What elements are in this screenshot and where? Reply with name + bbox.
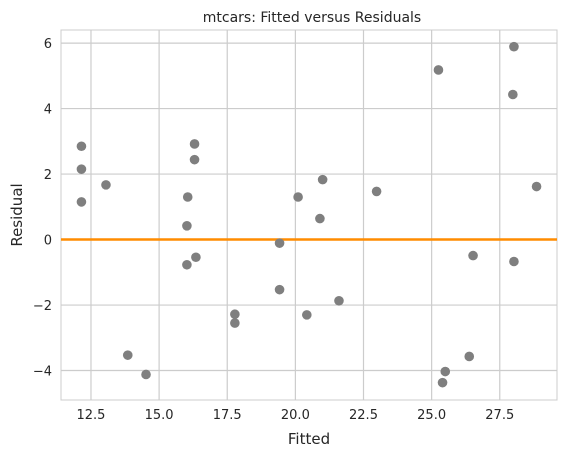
data-point (317, 174, 328, 185)
y-axis-label: Residual (8, 183, 26, 246)
data-point (76, 164, 87, 174)
data-point (371, 186, 382, 197)
data-point (464, 351, 475, 362)
data-point (189, 139, 200, 149)
y-tick-label: 2 (44, 168, 52, 183)
data-point (189, 154, 200, 165)
data-point (230, 318, 240, 328)
x-tick-label: 25.0 (417, 408, 446, 423)
x-tick-labels: 12.5 15.0 17.5 20.0 22.5 25.0 27.5 (77, 408, 515, 423)
data-point (274, 238, 285, 248)
data-points (76, 41, 542, 388)
data-point (76, 141, 87, 152)
chart-title: mtcars: Fitted versus Residuals (203, 10, 421, 26)
data-point (508, 89, 518, 100)
data-point (141, 369, 151, 380)
data-point (76, 197, 87, 207)
data-point (101, 180, 111, 190)
x-tick-label: 12.5 (77, 408, 106, 423)
y-tick-label: 6 (44, 37, 52, 52)
data-point (182, 192, 193, 202)
data-point (191, 252, 201, 263)
data-point (182, 259, 192, 270)
data-point (182, 221, 192, 231)
x-axis-label: Fitted (288, 430, 330, 448)
data-point (230, 309, 240, 320)
data-point (531, 181, 542, 192)
data-point (334, 295, 344, 306)
data-point (437, 377, 448, 388)
x-tick-label: 15.0 (145, 408, 174, 423)
data-point (274, 284, 285, 295)
plot-area (60, 29, 558, 401)
data-point (468, 250, 478, 261)
data-point (293, 192, 303, 202)
data-point (433, 65, 444, 75)
y-tick-label: 4 (44, 103, 52, 118)
data-point (122, 350, 133, 360)
data-point (509, 256, 519, 267)
data-point (302, 310, 312, 320)
data-point (315, 213, 325, 224)
y-tick-label: −2 (33, 299, 52, 314)
x-tick-label: 27.5 (485, 408, 514, 423)
y-tick-label: −4 (33, 365, 52, 380)
data-point (440, 366, 451, 377)
x-tick-label: 22.5 (349, 408, 378, 423)
data-point (509, 41, 519, 52)
y-tick-labels: −4 −2 0 2 4 6 (33, 37, 52, 379)
y-tick-label: 0 (44, 234, 52, 249)
x-tick-label: 20.0 (281, 408, 310, 423)
x-tick-label: 17.5 (213, 408, 242, 423)
